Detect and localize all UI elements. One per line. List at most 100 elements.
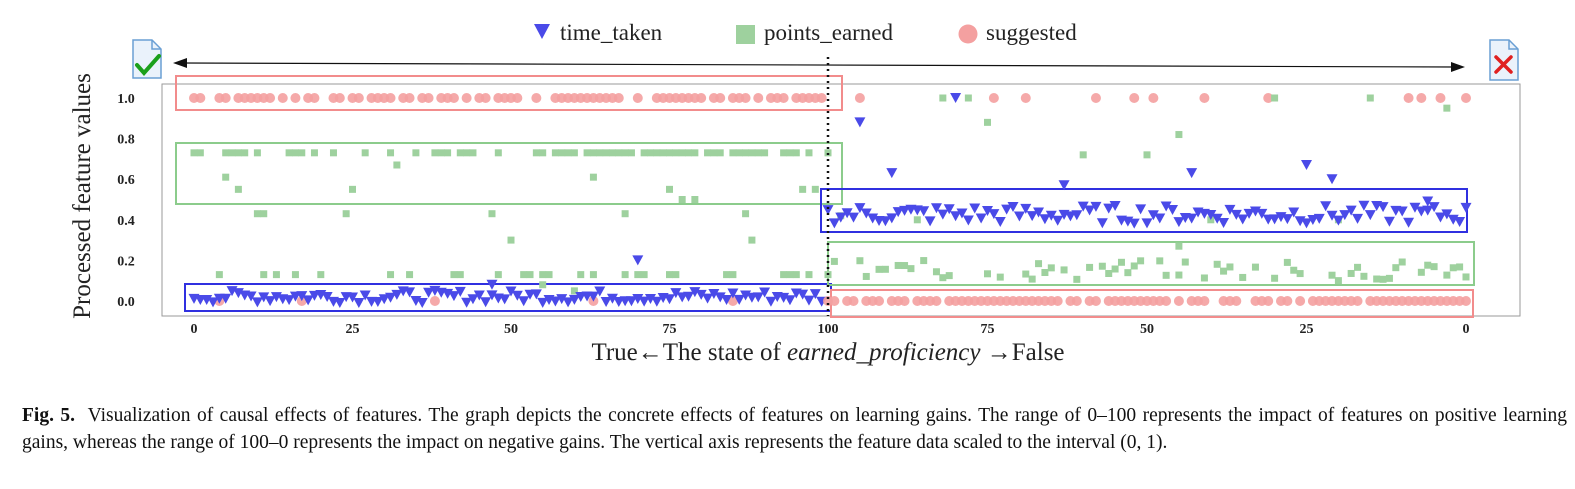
point-time-taken xyxy=(448,291,460,302)
point-time-taken xyxy=(1109,201,1121,212)
point-points-earned xyxy=(234,185,242,193)
point-points-earned xyxy=(564,149,572,157)
x-tick-label: 50 xyxy=(1140,322,1154,337)
point-time-taken xyxy=(943,204,955,215)
point-points-earned xyxy=(621,271,629,279)
point-suggested xyxy=(696,93,707,103)
point-time-taken xyxy=(988,209,1000,220)
point-points-earned xyxy=(1449,264,1457,272)
point-suggested xyxy=(740,93,751,103)
point-suggested xyxy=(613,93,624,103)
point-points-earned xyxy=(570,149,578,157)
point-time-taken xyxy=(556,294,568,305)
point-points-earned xyxy=(310,149,318,157)
point-points-earned xyxy=(387,149,395,157)
point-time-taken xyxy=(372,296,384,307)
point-points-earned xyxy=(589,149,597,157)
point-points-earned xyxy=(856,257,864,265)
point-time-taken xyxy=(950,211,962,222)
point-points-earned xyxy=(1271,94,1279,102)
point-points-earned xyxy=(710,149,718,157)
y-tick-label: 0.4 xyxy=(117,214,135,229)
point-time-taken xyxy=(1428,202,1440,213)
point-points-earned xyxy=(393,161,401,169)
point-points-earned xyxy=(539,149,547,157)
point-time-taken xyxy=(651,296,663,307)
point-points-earned xyxy=(875,265,883,273)
point-points-earned xyxy=(748,236,756,244)
point-time-taken xyxy=(1377,202,1389,213)
x-tick-label: 75 xyxy=(663,322,677,337)
point-time-taken xyxy=(1364,210,1376,221)
point-points-earned xyxy=(984,118,991,126)
point-time-taken xyxy=(1128,218,1140,229)
point-time-taken xyxy=(334,298,346,309)
point-time-taken xyxy=(245,291,257,302)
point-time-taken xyxy=(708,289,720,300)
point-points-earned xyxy=(463,149,471,157)
point-points-earned xyxy=(640,271,648,279)
point-time-taken xyxy=(1154,213,1166,224)
point-points-earned xyxy=(780,149,788,157)
point-suggested xyxy=(334,93,345,103)
point-points-earned xyxy=(653,149,661,157)
point-time-taken xyxy=(1052,215,1064,226)
point-time-taken xyxy=(1045,210,1057,221)
point-points-earned xyxy=(1366,94,1374,102)
point-points-earned xyxy=(291,271,299,279)
point-suggested xyxy=(931,296,942,306)
point-points-earned xyxy=(920,257,928,265)
point-suggested xyxy=(448,93,459,103)
point-points-earned xyxy=(570,287,578,295)
point-time-taken xyxy=(1422,205,1434,216)
point-points-earned xyxy=(1047,264,1055,272)
point-points-earned xyxy=(1443,271,1451,279)
point-points-earned xyxy=(729,149,737,157)
point-points-earned xyxy=(431,149,439,157)
point-time-taken xyxy=(1090,201,1102,212)
point-time-taken xyxy=(568,294,580,305)
point-points-earned xyxy=(640,149,648,157)
point-points-earned xyxy=(824,149,832,157)
point-points-earned xyxy=(387,271,395,279)
point-suggested xyxy=(220,93,231,103)
point-points-earned xyxy=(494,271,502,279)
point-points-earned xyxy=(627,149,635,157)
point-points-earned xyxy=(437,149,445,157)
point-time-taken xyxy=(695,289,707,300)
point-points-earned xyxy=(894,261,902,269)
box-left-suggested xyxy=(175,75,843,111)
point-suggested xyxy=(1148,93,1159,103)
point-points-earned xyxy=(444,149,452,157)
point-suggested xyxy=(988,93,999,103)
point-points-earned xyxy=(342,210,350,218)
point-points-earned xyxy=(1213,260,1221,268)
point-time-taken xyxy=(220,293,232,304)
point-points-earned xyxy=(1354,263,1362,271)
point-time-taken xyxy=(505,286,517,297)
point-time-taken xyxy=(809,289,821,300)
point-points-earned xyxy=(621,149,629,157)
point-time-taken xyxy=(1218,218,1230,229)
point-time-taken xyxy=(480,297,492,308)
point-time-taken xyxy=(975,213,987,224)
point-suggested xyxy=(1173,296,1184,306)
point-points-earned xyxy=(1398,258,1406,266)
point-points-earned xyxy=(234,149,242,157)
point-suggested xyxy=(1199,296,1210,306)
point-points-earned xyxy=(298,149,306,157)
point-time-taken xyxy=(1135,204,1147,215)
point-time-taken xyxy=(1173,217,1185,228)
point-points-earned xyxy=(716,149,724,157)
point-time-taken xyxy=(994,217,1006,228)
y-tick-label: 0.8 xyxy=(117,133,135,148)
point-points-earned xyxy=(735,149,743,157)
point-time-taken xyxy=(1288,207,1300,218)
point-points-earned xyxy=(729,271,737,279)
point-points-earned xyxy=(260,271,268,279)
point-time-taken xyxy=(461,297,473,308)
point-points-earned xyxy=(1424,261,1432,269)
point-points-earned xyxy=(1175,271,1183,279)
point-points-earned xyxy=(1290,266,1298,274)
point-suggested xyxy=(1231,296,1242,306)
